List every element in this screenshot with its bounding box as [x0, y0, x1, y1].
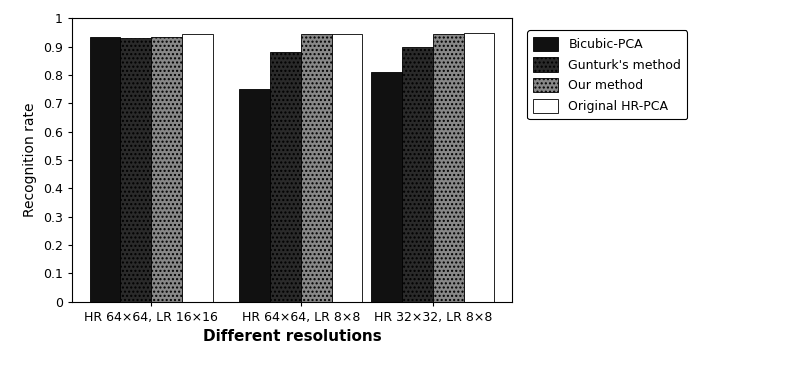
Bar: [301, 34, 332, 302]
Bar: [371, 72, 402, 302]
Bar: [402, 47, 433, 302]
Bar: [331, 34, 362, 302]
Y-axis label: Recognition rate: Recognition rate: [23, 103, 38, 217]
Bar: [433, 34, 464, 302]
Bar: [151, 37, 182, 302]
Bar: [239, 89, 270, 302]
Bar: [120, 38, 151, 302]
Legend: Bicubic-PCA, Gunturk's method, Our method, Original HR-PCA: Bicubic-PCA, Gunturk's method, Our metho…: [527, 30, 687, 119]
Bar: [270, 52, 301, 302]
Bar: [182, 34, 213, 302]
X-axis label: Different resolutions: Different resolutions: [202, 329, 382, 344]
Bar: [464, 33, 494, 302]
Bar: [90, 37, 121, 302]
